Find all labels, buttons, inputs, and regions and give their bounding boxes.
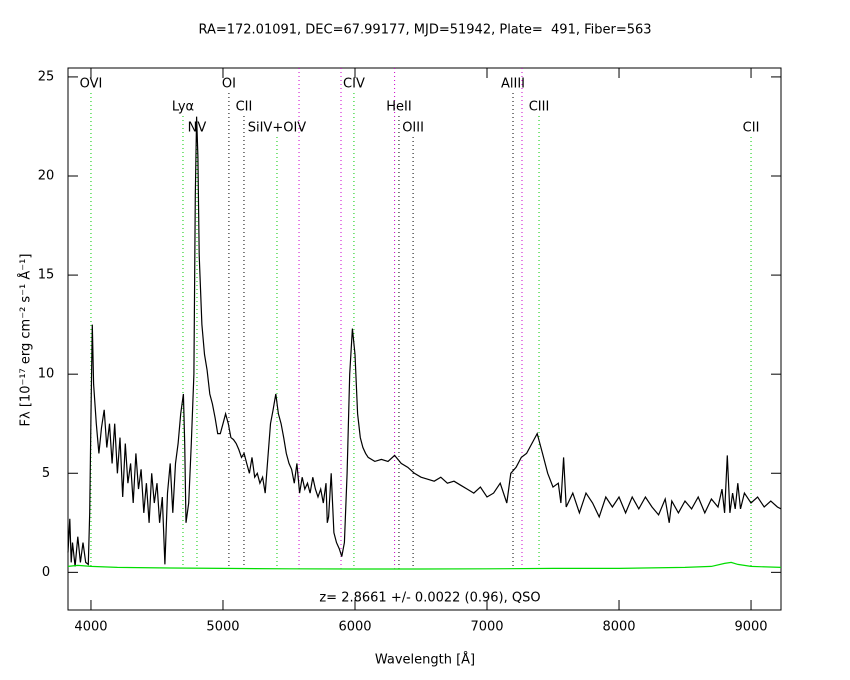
- line-label: Lyα: [172, 100, 194, 115]
- line-label: OI: [222, 77, 236, 92]
- plot-frame: [67, 67, 782, 611]
- x-axis-label: Wavelength [Å]: [375, 652, 475, 668]
- x-tick-label: 6000: [338, 620, 371, 635]
- annotation: z= 2.8661 +/- 0.0022 (0.96), QSO: [319, 591, 540, 606]
- line-label: HeII: [386, 100, 411, 115]
- line-label: OIII: [402, 121, 424, 136]
- y-tick-label: 0: [42, 565, 50, 580]
- x-tick-label: 4000: [74, 620, 107, 635]
- line-label: CII: [743, 121, 760, 136]
- line-label: CII: [236, 100, 253, 115]
- spectrum-line: [67, 116, 782, 567]
- x-tick-label: 9000: [734, 620, 767, 635]
- y-tick-label: 25: [38, 69, 55, 84]
- y-tick-label: 10: [38, 367, 55, 382]
- y-tick-label: 15: [38, 268, 55, 283]
- line-label: CIV: [343, 77, 365, 92]
- x-tick-label: 7000: [470, 620, 503, 635]
- spectrum-line: [67, 561, 782, 570]
- y-tick-label: 20: [38, 169, 55, 184]
- chart-title: RA=172.01091, DEC=67.99177, MJD=51942, P…: [198, 23, 651, 38]
- line-label: OVI: [80, 77, 103, 92]
- y-tick-label: 5: [42, 466, 50, 481]
- x-tick-label: 5000: [206, 620, 239, 635]
- x-tick-label: 8000: [602, 620, 635, 635]
- line-label: SiIV+OIV: [248, 121, 307, 136]
- line-label: CIII: [529, 100, 550, 115]
- y-axis-label: Fλ [10⁻¹⁷ erg cm⁻² s⁻¹ Å⁻¹]: [18, 254, 34, 427]
- line-label: AlIII: [501, 77, 525, 92]
